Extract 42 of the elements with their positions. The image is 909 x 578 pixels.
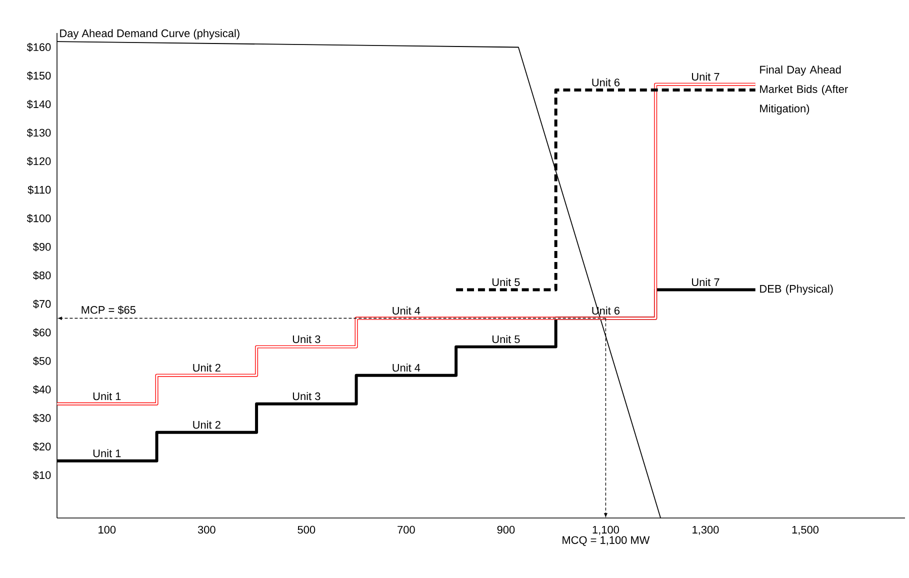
annotation: Unit 3 bbox=[292, 335, 320, 344]
annotation: Unit 1 bbox=[93, 449, 121, 458]
x-tick-label: 1,300 bbox=[692, 526, 719, 535]
y-tick-label: $100 bbox=[26, 214, 51, 223]
annotation: Unit 5 bbox=[492, 335, 520, 344]
x-tick-label: 1,100 bbox=[592, 526, 619, 535]
ref-line-label: MCP = $65 bbox=[82, 306, 136, 314]
x-tick-label: 500 bbox=[298, 526, 316, 534]
annotation: Unit 3 bbox=[292, 392, 320, 400]
y-tick-label: $160 bbox=[26, 42, 51, 52]
y-tick-label: $50 bbox=[33, 356, 51, 366]
x-tick-label: 100 bbox=[98, 526, 116, 534]
annotation: Unit 6 bbox=[592, 78, 620, 86]
annotation: Unit 7 bbox=[692, 72, 720, 81]
y-tick-label: $60 bbox=[33, 328, 51, 337]
y-tick-label: $140 bbox=[26, 100, 51, 109]
annotation: Unit 2 bbox=[193, 364, 220, 372]
y-tick-label: $70 bbox=[33, 300, 51, 308]
y-tick-label: $150 bbox=[26, 71, 51, 80]
series-label: Final Day Ahead Market Bids (After Mitigation) bbox=[760, 66, 848, 115]
y-tick-label: $130 bbox=[26, 128, 51, 138]
y-tick-label: $90 bbox=[33, 242, 51, 252]
series-label: DEB (Physical) bbox=[760, 284, 833, 295]
y-tick-label: $120 bbox=[26, 156, 51, 166]
x-tick-label: 700 bbox=[398, 526, 415, 534]
x-tick-label: 300 bbox=[198, 526, 216, 534]
series-label: Day Ahead Demand Curve (physical) bbox=[60, 29, 240, 40]
y-tick-label: $110 bbox=[28, 185, 51, 194]
y-tick-label: $40 bbox=[33, 385, 51, 394]
y-tick-label: $10 bbox=[33, 470, 51, 480]
annotation: Unit 5 bbox=[492, 278, 520, 286]
y-tick-label: $20 bbox=[33, 442, 51, 452]
annotation: Unit 1 bbox=[93, 392, 121, 400]
annotation: Unit 4 bbox=[392, 306, 420, 315]
ref-line-label: MCQ = 1,100 MW bbox=[562, 536, 650, 546]
y-tick-label: $30 bbox=[33, 414, 51, 423]
x-tick-label: 900 bbox=[497, 526, 515, 534]
annotation: Unit 2 bbox=[193, 420, 220, 429]
annotation: Unit 4 bbox=[392, 364, 420, 372]
annotation: Unit 7 bbox=[692, 278, 720, 286]
y-tick-label: $80 bbox=[33, 271, 51, 280]
x-tick-label: 1,500 bbox=[792, 526, 819, 535]
